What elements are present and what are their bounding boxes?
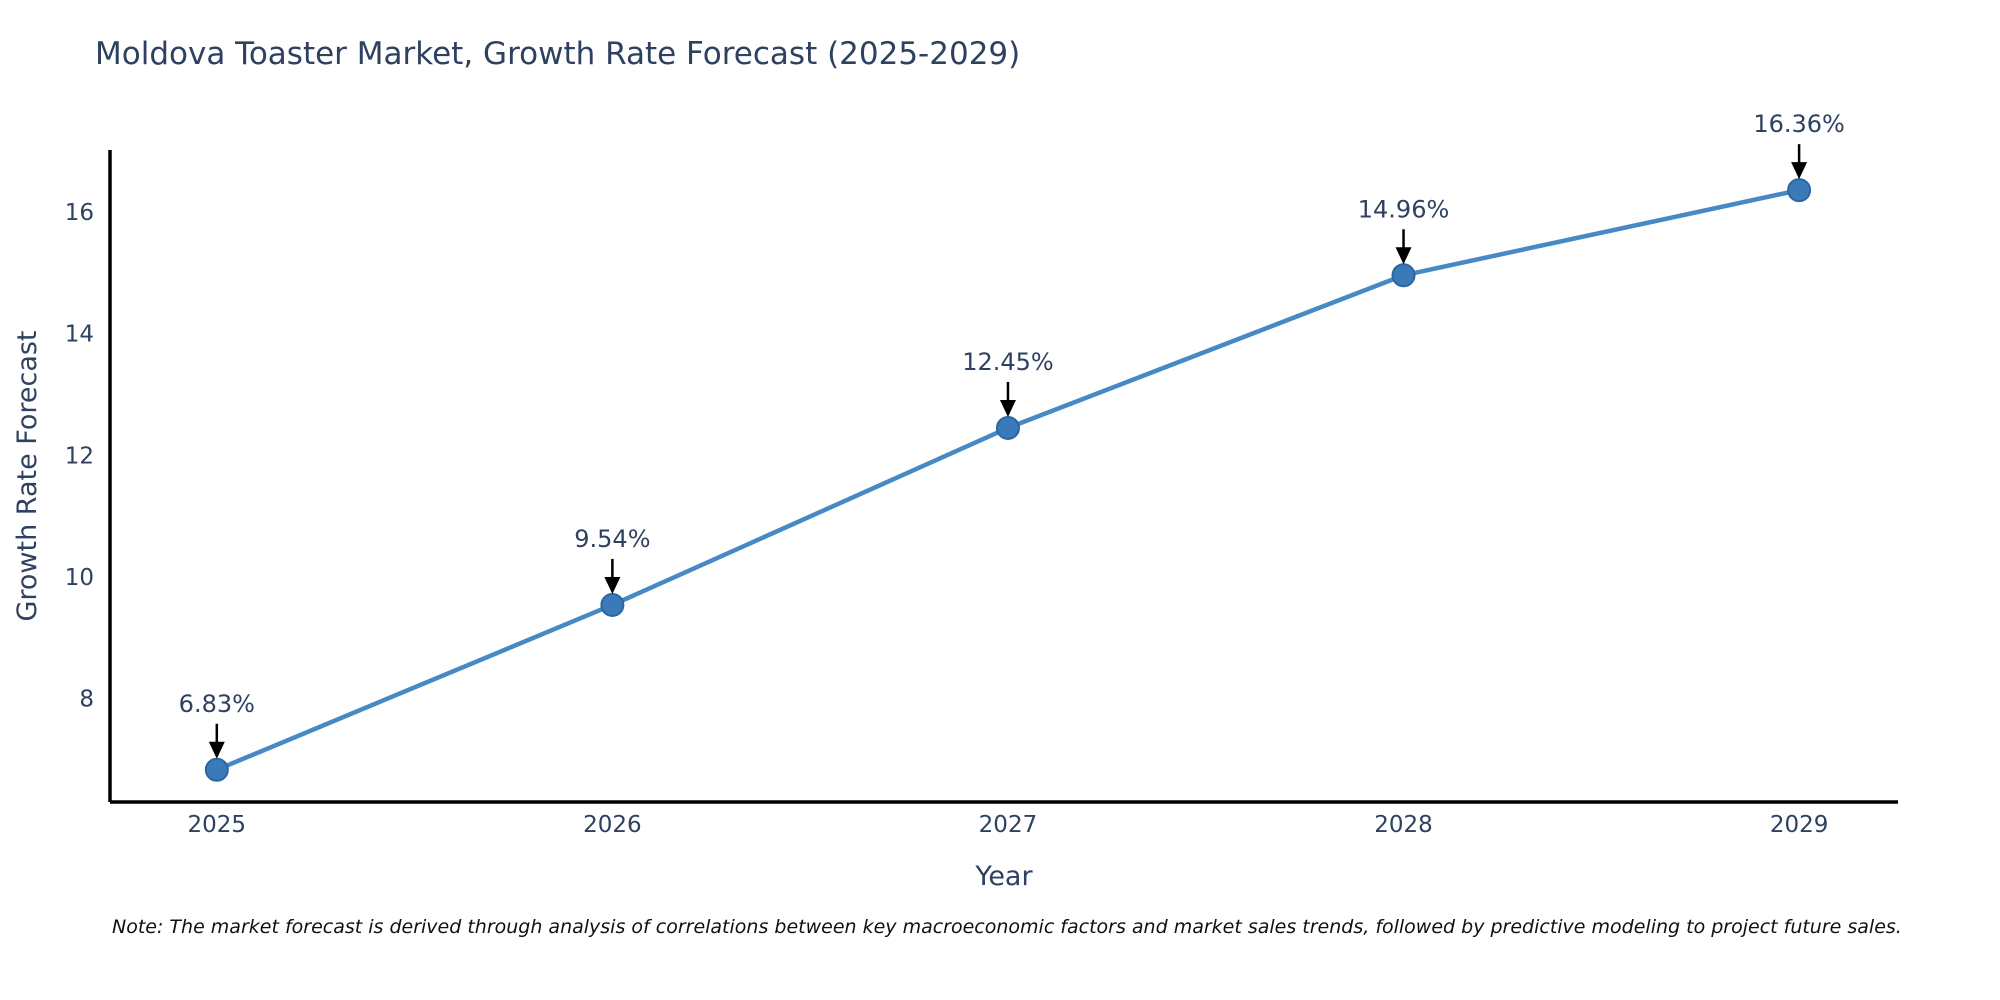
data-point-label: 6.83% bbox=[179, 690, 255, 718]
data-point-label: 14.96% bbox=[1358, 195, 1450, 223]
annotation-arrow-head bbox=[999, 399, 1016, 417]
annotation-arrow-head bbox=[1791, 162, 1808, 180]
x-tick-label: 2025 bbox=[188, 812, 247, 838]
y-tick-label: 16 bbox=[65, 200, 94, 226]
chart-title: Moldova Toaster Market, Growth Rate Fore… bbox=[95, 36, 1021, 72]
y-tick-label: 14 bbox=[65, 322, 94, 348]
x-tick-label: 2026 bbox=[583, 812, 642, 838]
y-axis-title: Growth Rate Forecast bbox=[12, 330, 43, 621]
data-point-label: 9.54% bbox=[574, 525, 650, 553]
data-point bbox=[1787, 178, 1812, 203]
y-tick-label: 12 bbox=[65, 443, 94, 469]
trend-line bbox=[214, 187, 1802, 773]
annotation-arrow-head bbox=[604, 576, 621, 594]
data-point bbox=[1391, 263, 1416, 288]
x-tick-label: 2029 bbox=[1770, 812, 1829, 838]
x-axis-title: Year bbox=[974, 861, 1033, 892]
data-point bbox=[600, 592, 625, 617]
y-tick-label: 10 bbox=[65, 565, 94, 591]
annotation-arrow-head bbox=[1395, 247, 1412, 265]
y-tick-label: 8 bbox=[79, 687, 94, 713]
data-point-label: 12.45% bbox=[962, 348, 1054, 376]
data-point bbox=[204, 757, 229, 782]
data-point-label: 16.36% bbox=[1753, 110, 1845, 138]
footnote: Note: The market forecast is derived thr… bbox=[112, 916, 1902, 938]
annotation-arrow-head bbox=[208, 741, 225, 759]
data-point bbox=[995, 415, 1020, 440]
x-tick-label: 2027 bbox=[979, 812, 1038, 838]
x-tick-label: 2028 bbox=[1374, 812, 1433, 838]
